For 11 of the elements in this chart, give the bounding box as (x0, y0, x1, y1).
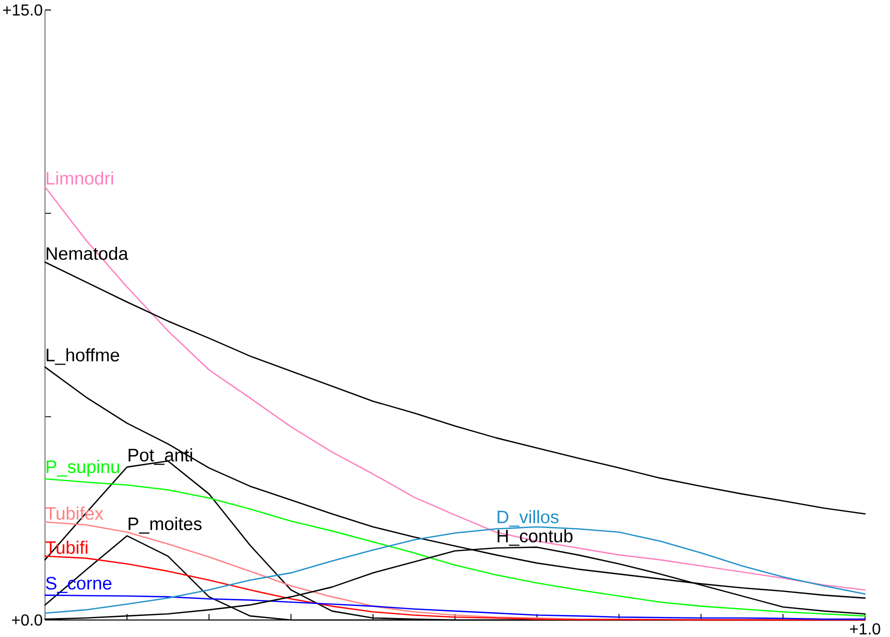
text: +1.0 (850, 623, 880, 635)
series-label: P_moites (128, 516, 202, 534)
y-tick-label: +15.0 (3, 4, 42, 16)
series-label: Pot_anti (128, 448, 192, 465)
series-label: L_hoffme (46, 348, 120, 365)
series-label: D_villos (498, 510, 559, 527)
series-label: Limnodri (46, 171, 113, 185)
series-label: H_contub (498, 529, 572, 546)
series-label: P_supinu (46, 460, 120, 477)
series-label: Nematoda (46, 246, 128, 260)
y-tick-label: +0.0 (12, 614, 42, 626)
